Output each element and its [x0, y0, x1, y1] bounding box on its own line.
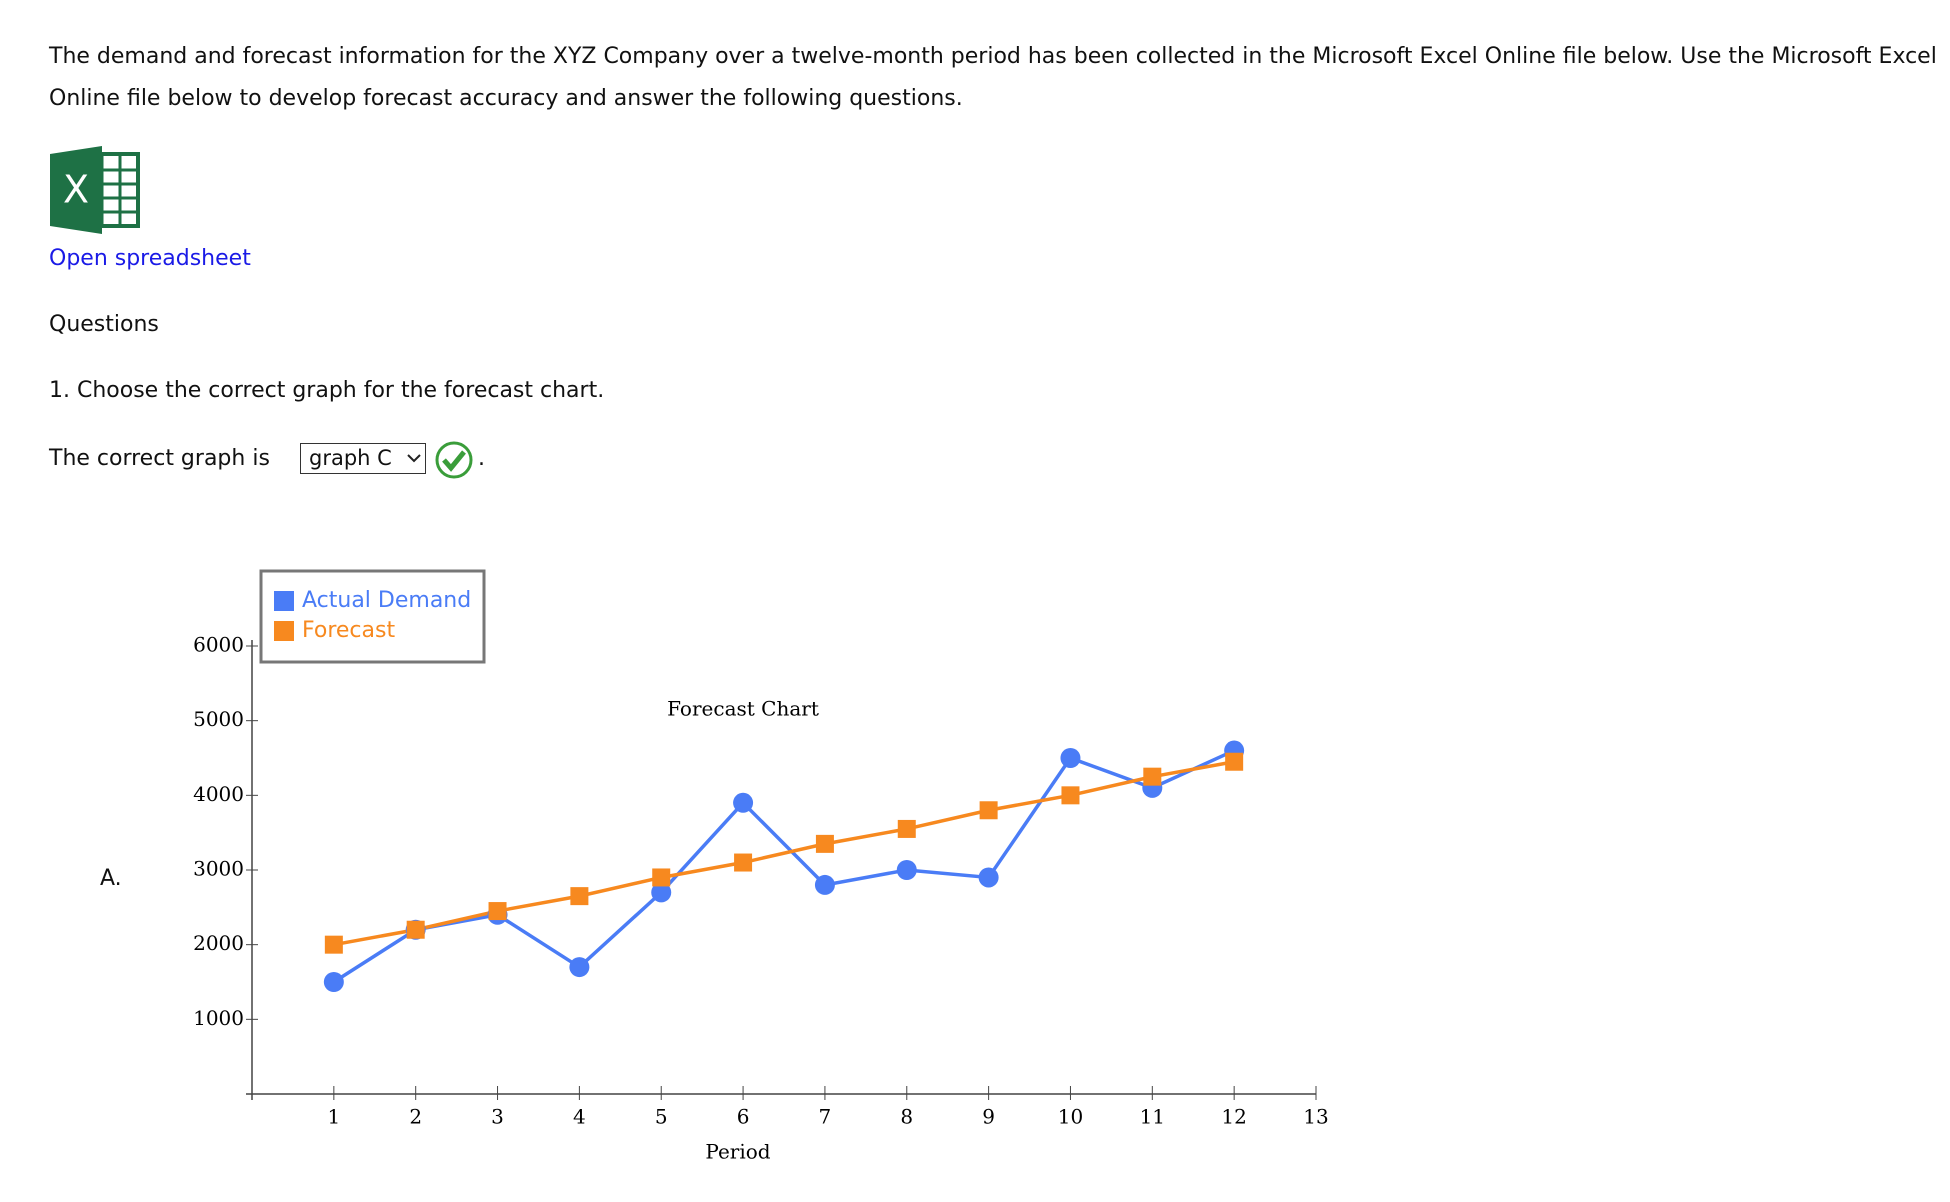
- answer-prefix: The correct graph is: [49, 446, 270, 471]
- data-point: [733, 792, 754, 813]
- option-label: A.: [100, 866, 122, 891]
- answer-suffix: .: [478, 446, 485, 471]
- x-tick-label: 6: [737, 1105, 750, 1129]
- x-tick-label: 9: [982, 1105, 995, 1129]
- x-tick-label: 2: [409, 1105, 422, 1129]
- data-point: [488, 902, 507, 921]
- x-tick-label: 3: [491, 1105, 504, 1129]
- x-tick-label: 1: [327, 1105, 340, 1129]
- data-point: [896, 860, 917, 880]
- data-point: [406, 920, 425, 939]
- y-tick-label: 4000: [193, 782, 244, 806]
- y-tick-label: 6000: [193, 633, 244, 657]
- y-tick-label: 5000: [193, 707, 244, 731]
- dropdown-arrow: [407, 454, 421, 463]
- legend-label: Actual Demand: [302, 588, 471, 613]
- correct-icon: [435, 441, 473, 479]
- data-point: [734, 853, 753, 872]
- question: 1. Choose the correct graph for the fore…: [49, 378, 605, 403]
- data-point: [815, 834, 834, 853]
- x-tick-label: 12: [1221, 1105, 1246, 1129]
- x-tick-label: 7: [819, 1105, 832, 1129]
- data-point: [979, 801, 998, 820]
- data-point: [978, 867, 999, 888]
- data-point: [814, 874, 835, 895]
- data-point: [1060, 748, 1081, 768]
- data-point: [897, 819, 916, 838]
- data-point: [652, 868, 671, 887]
- excel-icon[interactable]: X: [50, 146, 142, 234]
- x-tick-label: 13: [1303, 1105, 1328, 1129]
- data-point: [569, 957, 590, 978]
- legend-swatch: [274, 621, 294, 641]
- x-tick-label: 8: [900, 1105, 913, 1129]
- y-tick-label: 1000: [193, 1006, 244, 1030]
- legend-box: [259, 569, 486, 664]
- spreadsheet-link[interactable]: Open spreadsheet: [49, 246, 251, 271]
- legend-label: Forecast: [302, 618, 395, 643]
- questions-heading: Questions: [49, 312, 159, 337]
- intro-text: The demand and forecast information for …: [49, 44, 1937, 111]
- x-tick-label: 10: [1058, 1105, 1083, 1129]
- x-axis-label: Period: [705, 1140, 770, 1164]
- data-point: [1225, 752, 1244, 771]
- series-line: [333, 760, 1235, 947]
- data-point: [324, 935, 343, 954]
- x-tick-label: 11: [1140, 1105, 1165, 1129]
- x-tick-label: 4: [573, 1105, 586, 1129]
- svg-text:X: X: [63, 168, 89, 212]
- chart-title: Forecast Chart: [667, 697, 819, 721]
- answer-select[interactable]: graph C: [300, 443, 426, 474]
- selected-option: graph C: [309, 446, 392, 470]
- y-tick-label: 2000: [193, 931, 244, 955]
- legend-swatch: [274, 591, 294, 611]
- data-point: [651, 882, 672, 903]
- data-point: [570, 887, 589, 906]
- series-line: [332, 748, 1235, 984]
- data-point: [323, 972, 344, 992]
- x-tick-label: 5: [655, 1105, 668, 1129]
- data-point: [1061, 786, 1080, 805]
- data-point: [1143, 767, 1162, 786]
- y-tick-label: 3000: [193, 857, 244, 881]
